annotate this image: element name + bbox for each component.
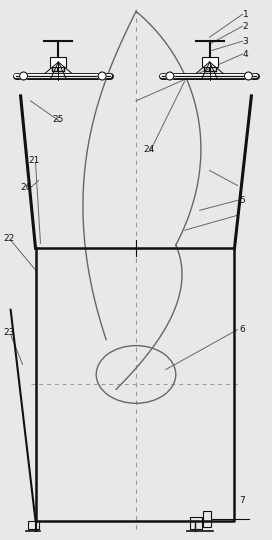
Text: 1: 1	[242, 10, 248, 19]
Text: 2: 2	[242, 22, 248, 31]
Circle shape	[245, 72, 252, 80]
Text: 7: 7	[239, 496, 245, 505]
Text: 3: 3	[242, 37, 248, 46]
Text: 4: 4	[242, 50, 248, 59]
Text: 6: 6	[239, 325, 245, 334]
Text: 5: 5	[239, 196, 245, 205]
Circle shape	[20, 72, 27, 80]
Text: 25: 25	[52, 115, 64, 124]
Bar	[202, 57, 218, 67]
Text: 23: 23	[4, 328, 15, 337]
Text: 24: 24	[143, 145, 154, 154]
Bar	[27, 521, 39, 529]
Bar	[50, 57, 66, 67]
Bar	[190, 517, 202, 529]
Circle shape	[98, 72, 106, 80]
Text: 22: 22	[4, 234, 15, 242]
Text: 26: 26	[21, 183, 32, 192]
Bar	[203, 511, 211, 526]
Circle shape	[166, 72, 174, 80]
Text: 21: 21	[29, 156, 40, 165]
